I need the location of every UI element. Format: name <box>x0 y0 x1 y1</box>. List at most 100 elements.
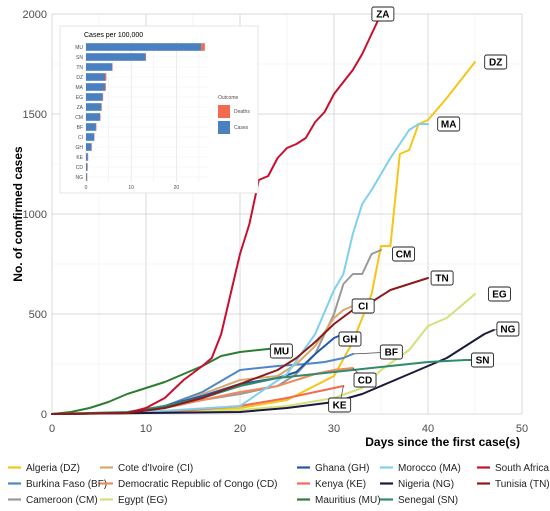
series-label-box-dz <box>484 54 508 70</box>
legend-label-bf: Burkina Faso (BF) <box>26 479 107 490</box>
y-tick-label: 0 <box>41 409 47 421</box>
series-label-box-cm <box>392 246 416 262</box>
series-label-cm: CM <box>396 250 412 261</box>
legend-label-cd: Democratic Republic of Congo (CD) <box>118 479 278 490</box>
inset-bar-cases-ke <box>86 153 88 161</box>
inset-x-tick-label: 10 <box>128 185 134 191</box>
inset-category-label: CM <box>75 115 83 121</box>
y-tick-label: 1500 <box>23 109 47 121</box>
x-tick-label: 10 <box>140 423 152 435</box>
inset-bar-cases-ng <box>86 173 87 181</box>
series-label-mu: MU <box>274 347 290 358</box>
legend-label-za: South Africa <box>495 463 549 474</box>
series-lines <box>51 13 495 415</box>
inset-category-label: SN <box>76 55 83 61</box>
legend: Algeria (DZ) Cote d'Ivoire (CI) Ghana (GH)… <box>8 463 550 506</box>
inset-legend-key-deaths <box>218 105 230 118</box>
series-label-box-tn <box>430 270 454 286</box>
series-label-ma: MA <box>441 120 457 131</box>
y-axis-title: No. of comfirmed cases <box>11 146 25 282</box>
series-line-ng <box>51 329 495 415</box>
series-label-ng: NG <box>500 325 515 336</box>
inset-category-label: CI <box>78 135 83 141</box>
series-label-box-za <box>371 6 395 22</box>
inset-x-tick-label: 20 <box>174 185 180 191</box>
inset-bar-cases-ci <box>86 133 95 141</box>
series-line-mu <box>51 347 279 415</box>
series-label-ke: KE <box>333 401 347 412</box>
series-label-box-mu <box>269 343 293 359</box>
inset-category-label: BF <box>77 125 83 131</box>
series-line-dz <box>51 61 476 415</box>
legend-label-gh: Ghana (GH) <box>315 463 369 474</box>
inset-category-label: EG <box>76 95 83 101</box>
series-line-sn <box>51 359 476 415</box>
series-line-za <box>51 13 382 415</box>
legend-label-dz: Algeria (DZ) <box>26 463 80 474</box>
series-label-sn: SN <box>476 356 490 367</box>
series-line-tn <box>51 277 429 415</box>
legend-label-tn: Tunisia (TN) <box>495 479 550 490</box>
inset-bar-cases-gh <box>86 143 92 151</box>
inset-category-label: MA <box>76 85 84 91</box>
series-line-ma <box>51 123 429 415</box>
series-label-tn: TN <box>435 274 448 285</box>
inset-bar-cases-za <box>86 103 102 111</box>
legend-label-ke: Kenya (KE) <box>315 479 366 490</box>
inset-category-label: MU <box>75 45 83 51</box>
series-label-box-bf <box>379 344 403 360</box>
inset-category-label: ZA <box>77 105 84 111</box>
inset-x-tick-label: 0 <box>85 185 88 191</box>
legend-label-ma: Morocco (MA) <box>398 463 461 474</box>
y-tick-label: 1000 <box>23 209 47 221</box>
inset-legend-label-deaths: Deaths <box>234 109 250 115</box>
inset-category-label: GH <box>76 145 84 151</box>
inset-bar-cases-ma <box>86 83 105 91</box>
inset-bar-cases-tn <box>86 63 113 71</box>
x-axis-title: Days since the first case(s) <box>365 435 520 449</box>
inset-bar-deaths-mu <box>201 43 205 51</box>
series-label-box-ng <box>496 321 520 337</box>
inset-category-label: CD <box>76 165 84 171</box>
y-tick-label: 2000 <box>23 9 47 21</box>
series-label-cd: CD <box>358 376 372 387</box>
x-tick-label: 30 <box>328 423 340 435</box>
inset-legend-title: Outcome <box>218 95 239 101</box>
series-label-box-gh <box>338 331 362 347</box>
series-label-box-ci <box>351 298 375 314</box>
series-end-labels: DZ BF CM CI CD EG GH KE MU MA NG SN ZA TN <box>269 6 520 413</box>
series-label-box-ma <box>437 116 461 132</box>
legend-label-ci: Cote d'Ivoire (CI) <box>118 463 193 474</box>
series-label-box-ke <box>328 397 352 413</box>
inset-bar-cases-dz <box>86 73 105 81</box>
inset-category-label: KE <box>76 155 83 161</box>
inset-bar-cases-bf <box>86 123 96 131</box>
inset-legend-key-cases <box>218 121 230 134</box>
inset-category-label: DZ <box>76 75 83 81</box>
series-label-eg: EG <box>492 290 507 301</box>
y-tick-label: 500 <box>29 309 47 321</box>
legend-label-ng: Nigeria (NG) <box>398 479 454 490</box>
x-tick-label: 0 <box>49 423 55 435</box>
series-label-box-cd <box>353 372 377 388</box>
legend-label-mu: Mauritius (MU) <box>315 495 381 506</box>
inset-category-label: TN <box>76 65 83 71</box>
series-line-eg <box>51 293 476 415</box>
inset-legend-label-cases: Cases <box>234 125 249 131</box>
legend-label-sn: Senegal (SN) <box>398 495 458 506</box>
legend-label-cm: Cameroon (CM) <box>26 495 98 506</box>
inset-bar-cases-eg <box>86 93 103 101</box>
legend-label-eg: Egypt (EG) <box>118 495 167 506</box>
inset-bar-cases-cm <box>86 113 101 121</box>
inset-bar-cases-mu <box>86 43 202 51</box>
series-label-dz: DZ <box>489 58 502 69</box>
inset-bar-cases-cd <box>86 163 88 171</box>
series-label-ci: CI <box>358 302 368 313</box>
inset-title: Cases per 100,000 <box>84 32 143 39</box>
x-tick-label: 50 <box>516 423 528 435</box>
inset-category-label: NG <box>76 175 84 181</box>
series-label-gh: GH <box>342 335 357 346</box>
inset-bar-cases-sn <box>86 53 146 61</box>
